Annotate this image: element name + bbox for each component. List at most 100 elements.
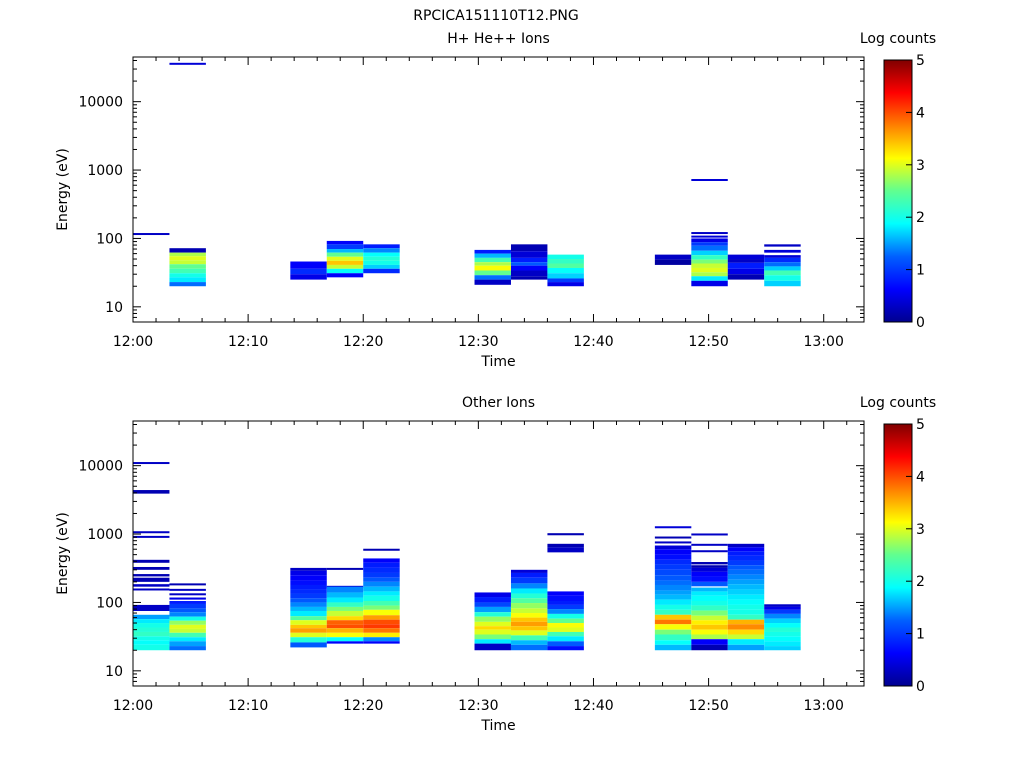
heatmap-cell bbox=[654, 559, 692, 565]
heatmap-cell bbox=[654, 259, 692, 265]
colorbar-tick-label: 2 bbox=[916, 210, 925, 226]
heatmap-cell bbox=[510, 265, 548, 271]
heatmap-cell bbox=[290, 637, 327, 643]
panel-h-he-ions: 12:00 12:10 12:20 12:30 12:40 12:50 13:0010100… bbox=[55, 31, 936, 370]
heatmap-cell bbox=[326, 268, 364, 274]
heatmap-cell bbox=[691, 634, 728, 640]
heatmap-cell bbox=[691, 533, 728, 536]
heatmap-cell bbox=[326, 256, 364, 261]
x-tick-label: 13:00 bbox=[804, 334, 844, 350]
heatmap-cell bbox=[727, 574, 765, 580]
heatmap-cell bbox=[691, 245, 728, 251]
heatmap-cell bbox=[133, 574, 170, 577]
heatmap-cell bbox=[363, 256, 400, 261]
heatmap-cell bbox=[547, 623, 584, 628]
heatmap-cell bbox=[290, 628, 327, 633]
heatmap-cell bbox=[727, 254, 765, 260]
heatmap-cell bbox=[691, 250, 728, 256]
x-tick-label: 12:30 bbox=[458, 334, 498, 350]
heatmap-cell bbox=[654, 575, 692, 581]
heatmap-cell bbox=[654, 599, 692, 605]
heatmap-cell bbox=[169, 268, 206, 274]
heatmap-cell bbox=[133, 584, 170, 587]
heatmap-cell bbox=[727, 609, 765, 615]
heatmap-cell bbox=[764, 613, 801, 619]
heatmap-cell bbox=[169, 260, 206, 265]
heatmap-cell bbox=[764, 262, 801, 267]
heatmap-cell bbox=[474, 249, 511, 254]
heatmap-cell bbox=[290, 598, 327, 603]
heatmap-cell bbox=[290, 261, 327, 269]
heatmap-cell bbox=[547, 627, 584, 632]
heatmap-cell bbox=[290, 589, 327, 594]
heatmap-cell bbox=[363, 624, 400, 629]
heatmap-cell bbox=[290, 610, 327, 617]
plot-frame bbox=[132, 56, 865, 323]
heatmap-cell bbox=[510, 626, 548, 631]
heatmap-cell bbox=[474, 265, 511, 271]
y-tick-label: 1000 bbox=[87, 163, 123, 179]
heatmap-cell bbox=[654, 609, 692, 615]
heatmap-cell bbox=[547, 263, 584, 268]
heatmap-cell bbox=[169, 588, 206, 591]
heatmap-cell bbox=[547, 613, 584, 619]
heatmap-cell bbox=[326, 240, 364, 245]
heatmap-cell bbox=[290, 274, 327, 280]
heatmap-cell bbox=[547, 618, 584, 624]
heatmap-cell bbox=[474, 629, 511, 635]
heatmap-cell bbox=[547, 646, 584, 651]
colorbar-tick-label: 0 bbox=[916, 679, 925, 695]
heatmap-cell bbox=[474, 626, 511, 630]
heatmap-cell bbox=[169, 616, 206, 621]
heatmap-cell bbox=[654, 526, 692, 529]
heatmap-cell bbox=[133, 531, 170, 534]
heatmap-cell bbox=[363, 567, 400, 573]
x-tick-label: 12:40 bbox=[573, 334, 613, 350]
heatmap-cell bbox=[764, 275, 801, 281]
heatmap-cell bbox=[133, 462, 170, 465]
heatmap-cell bbox=[691, 605, 728, 611]
heatmap-cell bbox=[474, 279, 511, 285]
heatmap-cell bbox=[133, 566, 170, 570]
heatmap-cell bbox=[654, 569, 692, 576]
heatmap-cell bbox=[654, 536, 692, 539]
y-axis-label: Energy (eV) bbox=[55, 512, 71, 595]
x-tick-label: 12:00 bbox=[113, 698, 153, 714]
heatmap-cell bbox=[547, 543, 584, 548]
heatmap-cell bbox=[474, 592, 511, 598]
heatmap-cell bbox=[654, 584, 692, 591]
heatmap-cell bbox=[169, 62, 206, 65]
heatmap-cell bbox=[326, 249, 364, 253]
heatmap-cell bbox=[691, 644, 728, 651]
heatmap-cell bbox=[654, 640, 692, 645]
heatmap-cell bbox=[169, 612, 206, 617]
heatmap-cell bbox=[547, 595, 584, 601]
heatmap-cell bbox=[169, 597, 206, 600]
heatmap-cell bbox=[764, 604, 801, 607]
heatmap-cell bbox=[326, 244, 364, 250]
heatmap-cell bbox=[510, 603, 548, 609]
heatmap-cell bbox=[363, 609, 400, 616]
heatmap-cell bbox=[547, 547, 584, 553]
heatmap-cell bbox=[691, 543, 728, 546]
x-tick-label: 12:10 bbox=[228, 698, 268, 714]
heatmap-cell bbox=[133, 577, 170, 582]
y-axis-label: Energy (eV) bbox=[55, 148, 71, 231]
heatmap-cell bbox=[326, 252, 364, 257]
heatmap-cell bbox=[363, 637, 400, 642]
heatmap-cell bbox=[290, 602, 327, 607]
heatmap-cell bbox=[654, 549, 692, 555]
heatmap-cell bbox=[363, 619, 400, 625]
heatmap-cell bbox=[363, 605, 400, 610]
heatmap-cell bbox=[727, 560, 765, 566]
colorbar-tick-label: 0 bbox=[916, 315, 925, 331]
heatmap-cell bbox=[764, 609, 801, 614]
heatmap-cell bbox=[764, 636, 801, 642]
heatmap-cell bbox=[764, 623, 801, 628]
heatmap-cell bbox=[290, 624, 327, 629]
heatmap-cell bbox=[363, 572, 400, 578]
heatmap-cell bbox=[290, 593, 327, 599]
heatmap-cell bbox=[326, 260, 364, 265]
heatmap-cell bbox=[547, 631, 584, 637]
